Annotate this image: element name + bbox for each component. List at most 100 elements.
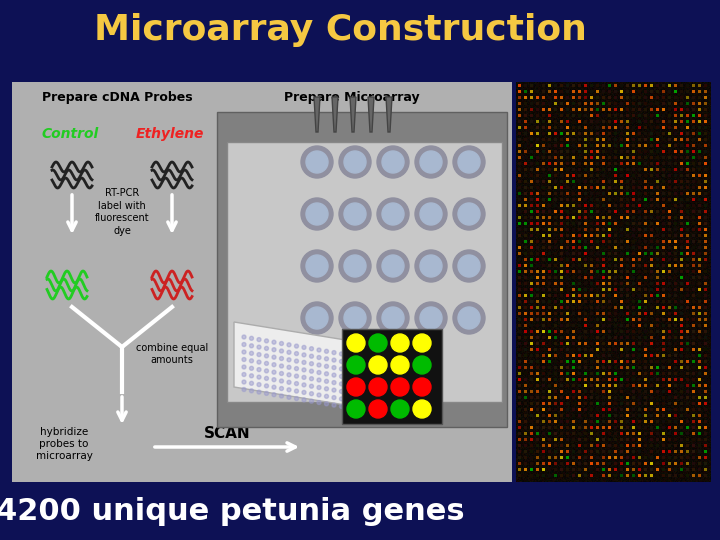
Circle shape [257, 390, 261, 394]
Circle shape [354, 400, 359, 403]
Circle shape [332, 396, 336, 400]
Circle shape [302, 383, 306, 387]
Circle shape [420, 255, 442, 277]
Circle shape [453, 146, 485, 178]
Circle shape [257, 375, 261, 379]
Polygon shape [368, 97, 374, 132]
Circle shape [332, 381, 336, 384]
Circle shape [354, 377, 359, 381]
Circle shape [317, 393, 321, 397]
Circle shape [332, 366, 336, 369]
Circle shape [344, 203, 366, 225]
Circle shape [377, 198, 409, 230]
Circle shape [369, 364, 374, 369]
Circle shape [325, 364, 328, 368]
Circle shape [272, 363, 276, 367]
Circle shape [279, 349, 284, 353]
Circle shape [332, 403, 336, 407]
Circle shape [306, 307, 328, 329]
Circle shape [272, 377, 276, 382]
Circle shape [415, 302, 447, 334]
Circle shape [264, 384, 269, 388]
Circle shape [306, 203, 328, 225]
Circle shape [453, 302, 485, 334]
Circle shape [339, 146, 371, 178]
Circle shape [306, 255, 328, 277]
Circle shape [257, 360, 261, 364]
Circle shape [325, 357, 328, 361]
Circle shape [382, 151, 404, 173]
Circle shape [347, 353, 351, 357]
Circle shape [264, 392, 269, 395]
Circle shape [287, 373, 291, 377]
Circle shape [377, 302, 409, 334]
Circle shape [317, 363, 321, 367]
Circle shape [272, 355, 276, 359]
Circle shape [340, 367, 343, 371]
Circle shape [362, 401, 366, 405]
Circle shape [272, 393, 276, 397]
Circle shape [420, 203, 442, 225]
Circle shape [339, 302, 371, 334]
Circle shape [354, 354, 359, 359]
Circle shape [264, 346, 269, 350]
Circle shape [354, 407, 359, 411]
Circle shape [369, 400, 387, 418]
Circle shape [279, 379, 284, 383]
Circle shape [310, 384, 313, 388]
Circle shape [458, 203, 480, 225]
Circle shape [272, 370, 276, 374]
Circle shape [340, 389, 343, 394]
Circle shape [257, 338, 261, 342]
Circle shape [332, 358, 336, 362]
Circle shape [458, 151, 480, 173]
Circle shape [317, 355, 321, 360]
Circle shape [415, 146, 447, 178]
Circle shape [302, 368, 306, 372]
Circle shape [347, 391, 351, 395]
Circle shape [242, 350, 246, 354]
Circle shape [250, 359, 253, 363]
Circle shape [294, 396, 299, 401]
Circle shape [347, 406, 351, 410]
Circle shape [294, 389, 299, 393]
Circle shape [279, 394, 284, 398]
Circle shape [369, 356, 387, 374]
Circle shape [250, 374, 253, 378]
Circle shape [272, 340, 276, 344]
Circle shape [325, 349, 328, 353]
Polygon shape [386, 97, 392, 132]
Circle shape [340, 352, 343, 356]
Circle shape [354, 392, 359, 396]
Circle shape [344, 307, 366, 329]
Circle shape [242, 335, 246, 339]
Circle shape [264, 361, 269, 366]
Circle shape [458, 307, 480, 329]
Circle shape [301, 302, 333, 334]
Circle shape [294, 344, 299, 348]
Circle shape [347, 376, 351, 380]
Circle shape [344, 255, 366, 277]
Circle shape [362, 356, 366, 360]
Circle shape [347, 378, 365, 396]
Text: Ethylene: Ethylene [136, 127, 204, 141]
Circle shape [332, 373, 336, 377]
Circle shape [332, 350, 336, 355]
Circle shape [362, 363, 366, 367]
Circle shape [250, 352, 253, 355]
Circle shape [415, 198, 447, 230]
Text: combine equal
amounts: combine equal amounts [136, 343, 208, 365]
Circle shape [362, 408, 366, 413]
Bar [342, 329, 442, 424]
Circle shape [369, 378, 387, 396]
Circle shape [347, 398, 351, 402]
Circle shape [369, 395, 374, 399]
Circle shape [302, 390, 306, 394]
Circle shape [287, 380, 291, 384]
Circle shape [340, 404, 343, 408]
Bar [12, 82, 512, 482]
Circle shape [347, 361, 351, 365]
Circle shape [362, 393, 366, 397]
Circle shape [347, 356, 365, 374]
Circle shape [325, 394, 328, 399]
